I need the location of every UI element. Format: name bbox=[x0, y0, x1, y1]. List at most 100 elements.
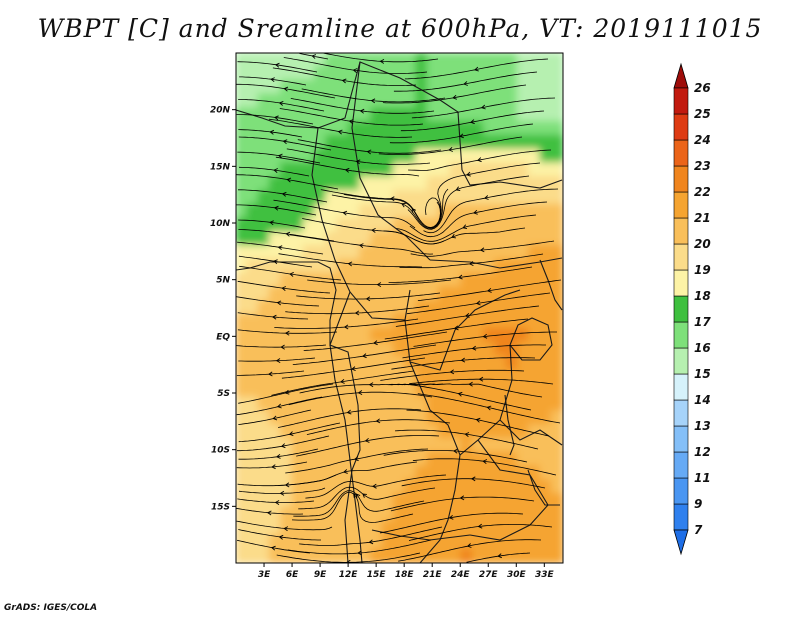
wbpt-cell bbox=[471, 93, 486, 110]
lake-outline bbox=[504, 394, 515, 456]
wbpt-cell bbox=[381, 369, 395, 385]
wbpt-cell bbox=[449, 162, 463, 179]
wbpt-cell bbox=[505, 506, 519, 523]
wbpt-cell bbox=[539, 286, 553, 303]
wbpt-cell bbox=[426, 300, 440, 316]
streamline-arrow bbox=[389, 196, 395, 202]
wbpt-cell bbox=[516, 231, 531, 247]
wbpt-cell bbox=[539, 176, 553, 192]
streamline-arrow bbox=[274, 115, 279, 121]
streamline bbox=[306, 419, 451, 435]
wbpt-cell bbox=[246, 355, 260, 372]
wbpt-cell bbox=[236, 79, 249, 96]
streamline bbox=[268, 118, 413, 138]
wbpt-cell bbox=[426, 341, 440, 358]
wbpt-cell bbox=[302, 313, 316, 330]
wbpt-cell bbox=[528, 148, 542, 165]
streamline-arrow bbox=[474, 66, 479, 72]
colorbar-label: 21 bbox=[694, 211, 711, 225]
wbpt-cell bbox=[404, 231, 418, 247]
streamline-arrow bbox=[468, 261, 474, 267]
wbpt-cell bbox=[246, 203, 260, 220]
wbpt-cell bbox=[392, 355, 407, 372]
streamline-arrow bbox=[362, 493, 367, 498]
streamline bbox=[237, 61, 318, 73]
colorbar-label: 25 bbox=[694, 107, 711, 121]
wbpt-cell bbox=[280, 120, 294, 137]
colorbar-label: 23 bbox=[694, 159, 711, 173]
wbpt-cell bbox=[483, 520, 497, 537]
wbpt-cell bbox=[426, 382, 440, 399]
wbpt-cell bbox=[381, 424, 395, 440]
colorbar-segment bbox=[673, 451, 689, 479]
wbpt-cell bbox=[528, 65, 542, 82]
wbpt-cell bbox=[460, 327, 474, 344]
wbpt-cell bbox=[528, 396, 542, 413]
streamline-arrow bbox=[344, 167, 350, 173]
lon-tick-label: 24E bbox=[451, 570, 471, 580]
wbpt-cell bbox=[392, 93, 407, 110]
wbpt-cell bbox=[257, 203, 271, 220]
streamline-arrow bbox=[460, 357, 466, 363]
streamline-arrow bbox=[487, 287, 492, 293]
wbpt-cell bbox=[449, 272, 463, 289]
wbpt-cell bbox=[550, 300, 563, 316]
streamline bbox=[388, 383, 532, 411]
streamline-arrow bbox=[477, 157, 482, 163]
wbpt-cell bbox=[246, 396, 260, 413]
wbpt-cell bbox=[505, 244, 519, 261]
wbpt-cell bbox=[483, 231, 497, 247]
wbpt-cell bbox=[336, 244, 350, 261]
colorbar-segment bbox=[673, 477, 689, 505]
wbpt-cell bbox=[494, 148, 508, 165]
streamline bbox=[302, 218, 445, 245]
wbpt-cell bbox=[257, 341, 271, 358]
wbpt-cell bbox=[449, 300, 463, 316]
wbpt-cell bbox=[325, 341, 339, 358]
wbpt-cell bbox=[426, 93, 440, 110]
streamline bbox=[238, 219, 306, 229]
streamline bbox=[406, 409, 550, 437]
wbpt-cell bbox=[528, 244, 542, 261]
streamline-arrow bbox=[275, 453, 281, 459]
streamline bbox=[378, 136, 523, 155]
wbpt-cell bbox=[550, 520, 563, 537]
wbpt-cell bbox=[494, 107, 508, 123]
colorbar-segment bbox=[673, 269, 689, 297]
wbpt-cell bbox=[415, 272, 429, 289]
colorbar-segment bbox=[673, 399, 689, 427]
streamline-arrow bbox=[478, 376, 484, 382]
country-border bbox=[311, 127, 411, 321]
streamline bbox=[276, 552, 421, 563]
streamline bbox=[287, 539, 432, 555]
wbpt-cell bbox=[381, 465, 395, 482]
wbpt-cell bbox=[268, 286, 283, 303]
wbpt-cell bbox=[494, 162, 508, 179]
wbpt-cell bbox=[236, 369, 249, 385]
wbpt-cell bbox=[257, 148, 271, 165]
country-border bbox=[351, 61, 431, 261]
wbpt-cell bbox=[325, 79, 339, 96]
streamline bbox=[239, 76, 307, 86]
streamline-arrow bbox=[480, 104, 486, 110]
wbpt-cell bbox=[494, 217, 508, 234]
wbpt-cell bbox=[268, 465, 283, 482]
wbpt-cell bbox=[516, 327, 531, 344]
wbpt-cell bbox=[449, 79, 463, 96]
wbpt-cell bbox=[539, 162, 553, 179]
wbpt-cell bbox=[426, 493, 440, 509]
wbpt-cell bbox=[550, 341, 563, 358]
wbpt-cell bbox=[528, 437, 542, 454]
wbpt-cell bbox=[246, 231, 260, 247]
streamline bbox=[285, 448, 429, 474]
wbpt-cell bbox=[516, 162, 531, 179]
wbpt-cell bbox=[437, 479, 452, 496]
wbpt-cell bbox=[257, 479, 271, 496]
wbpt-cell bbox=[550, 79, 563, 96]
wbpt-cell bbox=[246, 382, 260, 399]
wbpt-cell bbox=[460, 120, 474, 137]
wbpt-cell bbox=[246, 189, 260, 206]
wbpt-cell bbox=[494, 506, 508, 523]
streamline bbox=[281, 357, 426, 379]
